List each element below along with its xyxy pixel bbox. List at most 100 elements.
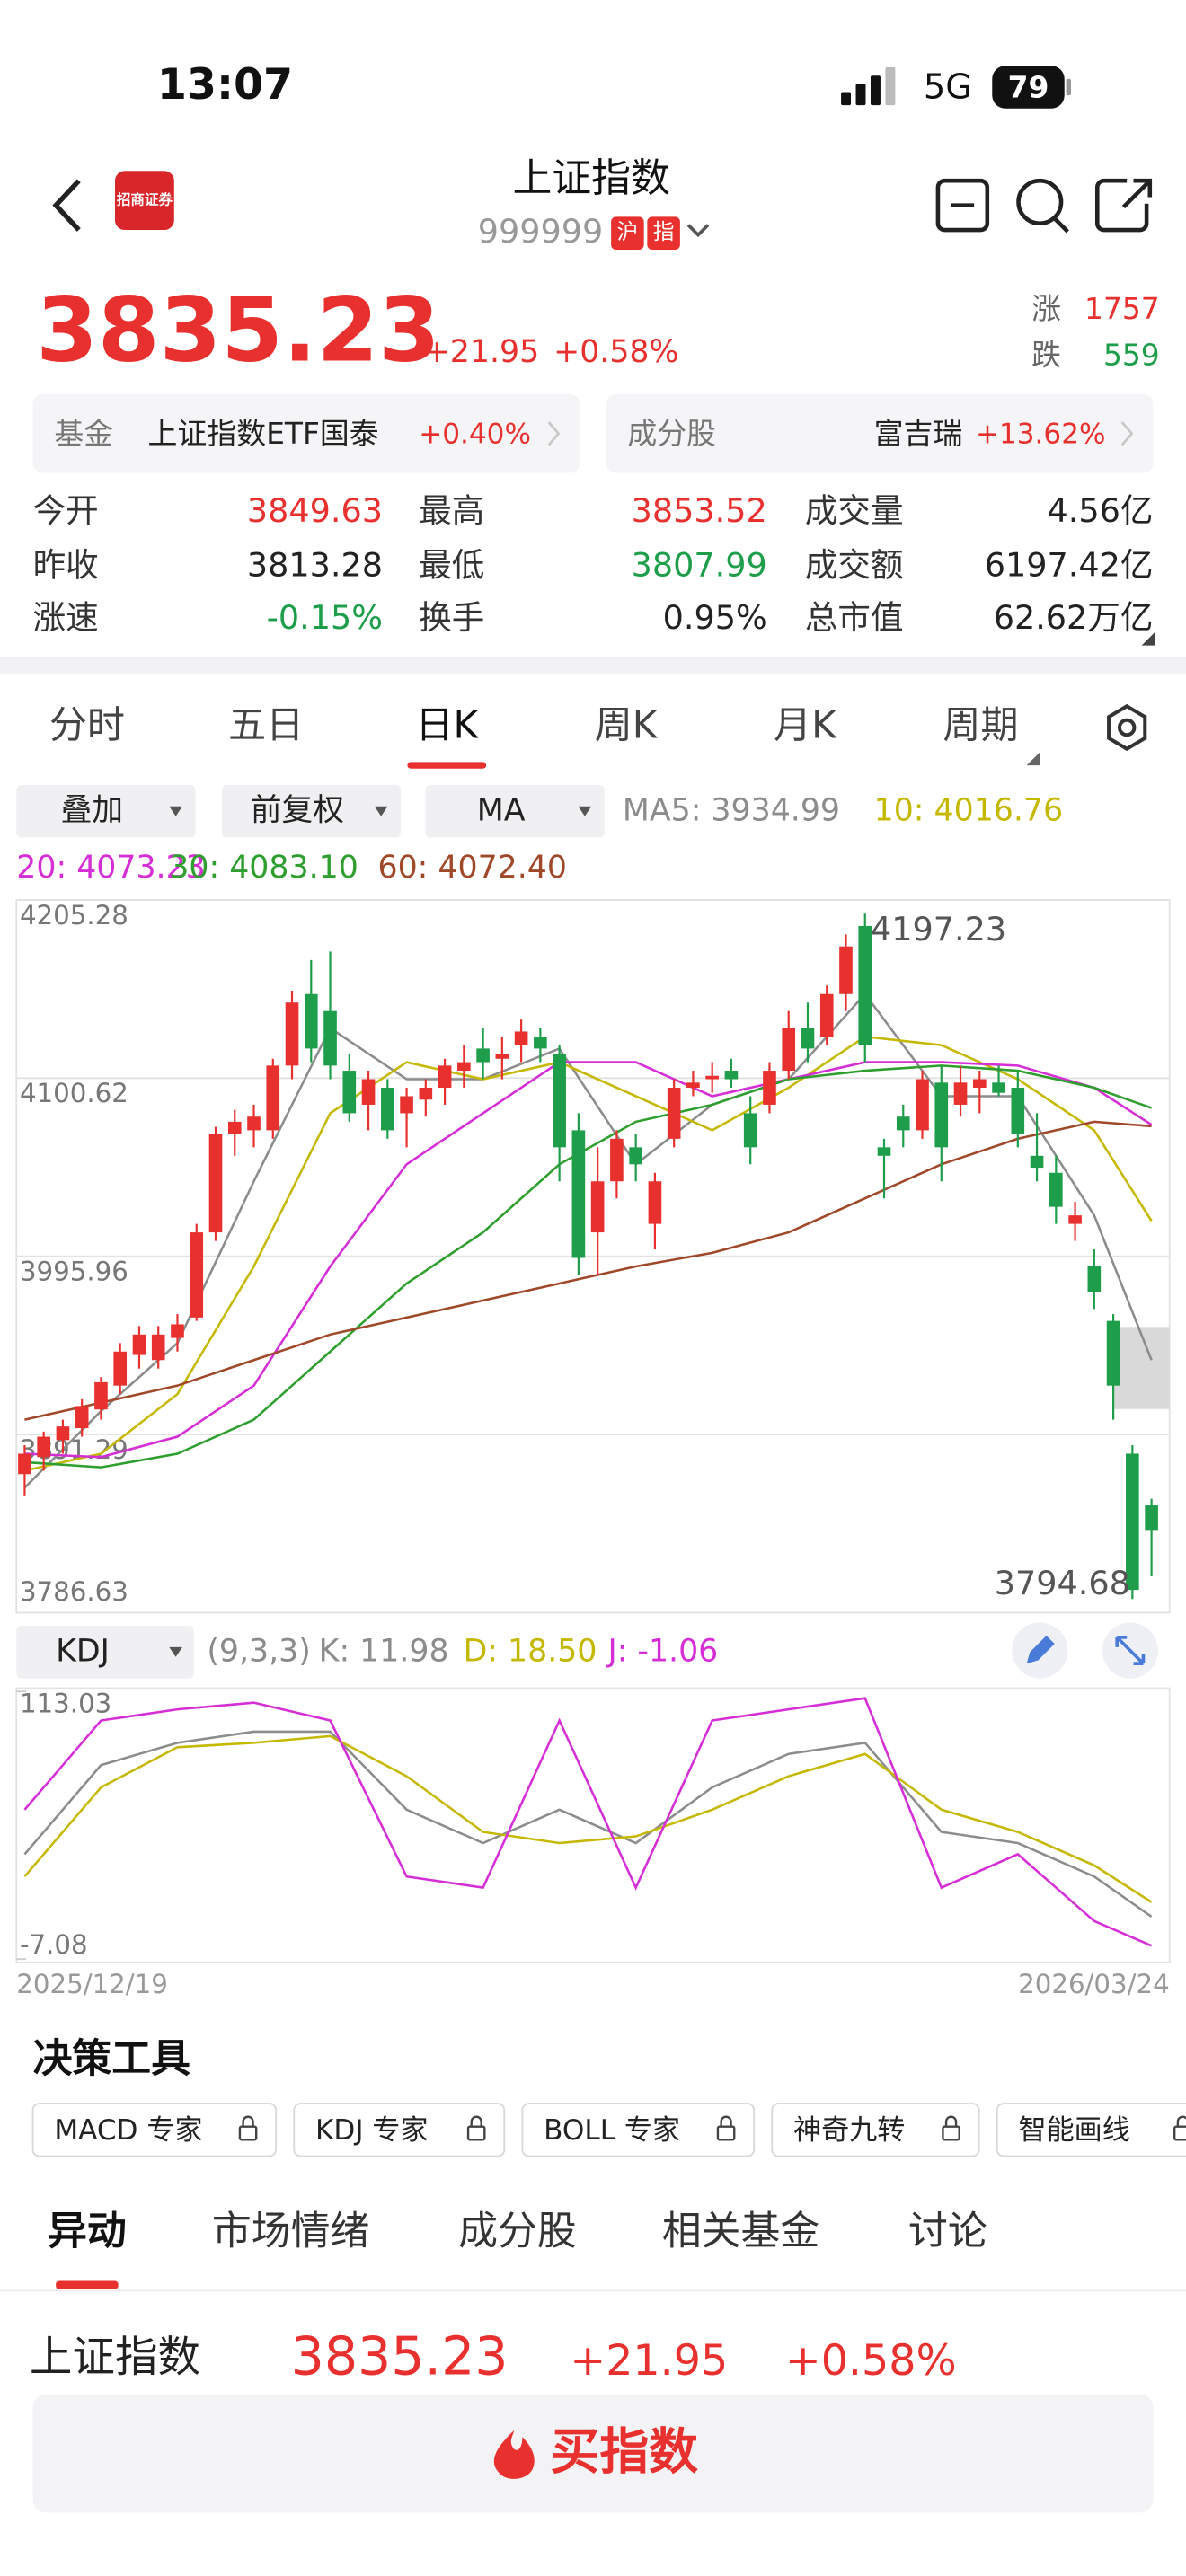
candle-body	[285, 1002, 299, 1066]
minus-button[interactable]	[935, 178, 990, 233]
date-end: 2026/03/24	[1018, 1969, 1170, 1999]
tool-chip[interactable]	[31, 2103, 278, 2157]
page-title: 上证指数	[512, 155, 669, 201]
stat-label: 换手	[419, 598, 484, 637]
ma-line	[24, 1035, 1153, 1472]
advance-label: 涨	[1031, 291, 1061, 326]
lock-icon	[716, 2125, 736, 2141]
candle-body	[686, 1082, 700, 1088]
buy-button[interactable]	[32, 2394, 1154, 2513]
candle-body	[400, 1096, 413, 1114]
candle-body	[1087, 1266, 1102, 1292]
lock-shackle	[470, 2115, 482, 2127]
selector-label: 前复权	[251, 792, 344, 828]
chart-tab[interactable]: 五日	[228, 703, 304, 747]
candle-body	[247, 1116, 261, 1131]
candle-body	[763, 1071, 776, 1105]
candle-body	[323, 1010, 337, 1066]
selector[interactable]	[425, 785, 605, 838]
candle-body	[190, 1232, 204, 1318]
stat-label: 涨速	[33, 598, 99, 637]
candle-body	[819, 993, 834, 1037]
chart-tab[interactable]: 周期	[943, 703, 1018, 747]
kdj-frame	[15, 1687, 1171, 1963]
stat-value: 6197.42亿	[985, 545, 1154, 584]
tool-chip[interactable]	[996, 2103, 1186, 2157]
lock-icon	[942, 2125, 960, 2141]
share-button[interactable]	[1094, 178, 1153, 233]
stat-value: 0.95%	[663, 598, 767, 637]
ma-line	[24, 1061, 1153, 1459]
section-tab[interactable]: 讨论	[908, 2209, 987, 2254]
kdj-legend: J: -1.06	[606, 1633, 718, 1669]
candle-body	[113, 1351, 128, 1386]
candle-body	[266, 1065, 280, 1131]
kdj-line	[23, 1730, 1153, 1918]
candle-body	[1145, 1505, 1158, 1531]
back-button[interactable]	[52, 179, 81, 232]
component-card[interactable]	[606, 393, 1154, 473]
selector-caret	[169, 806, 182, 816]
chart-tab[interactable]: 日K	[415, 703, 479, 747]
candle-body	[304, 993, 318, 1049]
candle-body	[877, 1147, 891, 1156]
buy-label[interactable]: 买指数	[550, 2422, 698, 2480]
battery-icon	[992, 66, 1065, 109]
tool-label: 智能画线	[1019, 2114, 1130, 2147]
selector[interactable]	[16, 785, 196, 838]
search-button[interactable]	[1016, 178, 1069, 234]
stat-label: 昨收	[33, 545, 99, 584]
candle-body	[342, 1071, 357, 1114]
candle-body	[610, 1138, 624, 1182]
tool-label: 神奇九转	[793, 2114, 905, 2147]
candle-body	[476, 1048, 490, 1063]
card-chevrons	[547, 421, 1134, 446]
decline-label: 跌	[1031, 337, 1061, 372]
section-tab[interactable]: 相关基金	[662, 2209, 819, 2254]
candle-body	[1106, 1320, 1120, 1386]
chart-tab[interactable]: 分时	[49, 703, 125, 747]
candle-body	[916, 1079, 929, 1131]
fullscreen-icon	[1115, 1636, 1146, 1665]
market-tag	[647, 216, 680, 250]
chart-tab[interactable]: 月K	[774, 703, 837, 747]
candle-body	[208, 1134, 223, 1233]
market-tag-text: 沪	[617, 219, 639, 244]
settings-button[interactable]	[1107, 703, 1147, 752]
stat-value: 3813.28	[247, 545, 383, 584]
logo-text: 招商证券	[117, 191, 173, 208]
component-label: 成分股	[627, 416, 716, 451]
decline-count: 559	[1103, 337, 1160, 372]
network: 5G	[924, 66, 972, 107]
section-tab[interactable]: 市场情绪	[212, 2209, 369, 2254]
ma-line	[24, 1064, 1153, 1469]
tool-chip[interactable]	[521, 2103, 756, 2157]
candle-body	[705, 1075, 720, 1080]
footer-price: 3835.23	[291, 2325, 509, 2386]
stat-label: 成交量	[805, 491, 904, 530]
stat-label: 最高	[419, 491, 484, 530]
lock-shackle	[242, 2115, 254, 2127]
clock: 13:07	[157, 60, 293, 110]
candle-body	[724, 1071, 739, 1080]
fund-card[interactable]	[32, 393, 580, 473]
chart-tab[interactable]: 周K	[595, 703, 659, 747]
section-tab[interactable]: 成分股	[458, 2209, 577, 2254]
footer-change: +21.95	[570, 2336, 728, 2386]
battery-level: 79	[1008, 69, 1049, 104]
tool-chip[interactable]	[293, 2103, 506, 2157]
stat-label: 今开	[33, 491, 99, 530]
selector-label: MA	[477, 792, 526, 828]
y-tick-label: 4205.28	[20, 900, 128, 931]
section-tab[interactable]: 异动	[48, 2209, 127, 2254]
code-dropdown[interactable]	[686, 224, 710, 238]
stat-label: 最低	[419, 545, 484, 584]
candle-body	[839, 946, 853, 994]
candle-body	[858, 925, 872, 1045]
selector[interactable]	[221, 785, 402, 838]
candle-body	[37, 1436, 50, 1458]
indicator-selector[interactable]	[16, 1626, 194, 1679]
tool-chip[interactable]	[771, 2103, 980, 2157]
price-highlight	[1113, 1327, 1170, 1409]
